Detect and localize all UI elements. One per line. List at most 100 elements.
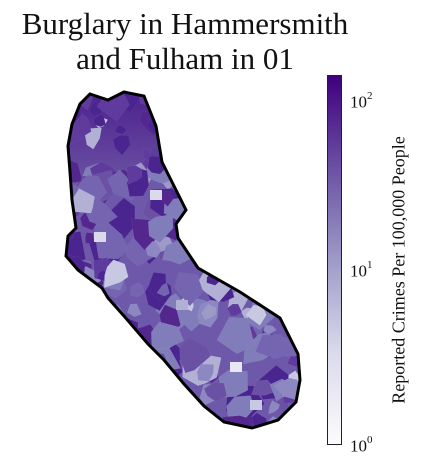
ward-patch	[79, 329, 97, 347]
ward-patch	[231, 187, 244, 197]
ward-patch	[233, 150, 255, 169]
ward-patch	[289, 317, 316, 339]
ward-patch	[273, 121, 307, 151]
ward-patch	[147, 105, 176, 134]
ward-patch	[220, 416, 254, 445]
ward-patch	[73, 287, 105, 315]
ward-patch	[170, 123, 204, 158]
ward-patch	[105, 397, 137, 425]
ward-patch	[288, 207, 302, 225]
ward-patch	[241, 265, 272, 294]
ward-patch	[275, 144, 296, 163]
ward-patch	[287, 162, 305, 179]
ward-patch	[234, 77, 260, 109]
ward-patch	[173, 137, 205, 168]
ward-patch	[161, 134, 178, 151]
ward-patch	[281, 124, 314, 154]
ward-patch	[261, 243, 299, 274]
ward-patch	[65, 316, 97, 352]
ward-patch	[38, 182, 74, 213]
ward-patch	[153, 396, 180, 420]
ward-patch	[92, 310, 119, 337]
ward-patch	[119, 351, 151, 379]
ward-patch	[184, 398, 195, 412]
ward-patch	[275, 86, 308, 117]
ward-patch	[224, 104, 239, 122]
ward-patch	[289, 84, 325, 110]
ward-patch	[55, 339, 81, 369]
ward-patch	[107, 316, 139, 353]
ward-patch	[99, 384, 120, 400]
ward-patches	[38, 75, 326, 444]
ward-patch	[65, 395, 82, 409]
ward-patch	[204, 221, 222, 242]
ward-patch	[245, 252, 259, 267]
ward-patch	[263, 226, 277, 239]
ward-patch	[186, 116, 219, 143]
ward-patch	[72, 359, 102, 385]
ward-patch	[166, 139, 179, 157]
colorbar-tick-1: 100	[350, 436, 373, 457]
colorbar	[327, 75, 342, 445]
ward-patch	[266, 265, 281, 276]
ward-patch	[103, 410, 124, 427]
ward-patch	[209, 212, 229, 229]
ward-patch	[295, 204, 315, 223]
ward-patch	[64, 303, 96, 331]
ward-patch	[169, 110, 203, 147]
ward-patch	[291, 184, 322, 209]
ward-patch	[187, 210, 208, 233]
ward-patch	[176, 300, 188, 310]
ward-patch	[186, 108, 215, 142]
ward-patch	[292, 152, 313, 174]
ward-patch	[202, 148, 225, 178]
ward-patch	[98, 394, 126, 427]
ward-patch	[228, 107, 243, 122]
ward-patch	[77, 389, 91, 402]
ward-patch	[196, 96, 209, 109]
ward-patch	[149, 96, 170, 113]
ward-patch	[187, 143, 216, 169]
ward-patch	[150, 190, 162, 200]
ward-patch	[247, 84, 258, 98]
ward-patch	[146, 402, 175, 439]
ward-patch	[221, 246, 239, 266]
ward-patch	[73, 325, 106, 347]
ward-patch	[233, 172, 257, 197]
ward-patch	[67, 403, 101, 434]
ward-patch	[175, 103, 193, 121]
colorbar-gradient	[328, 76, 341, 444]
ward-patch	[167, 122, 181, 140]
ward-patch	[90, 371, 115, 392]
ward-patch	[214, 138, 229, 152]
ward-patch	[185, 187, 202, 210]
ward-patch	[84, 302, 109, 338]
ward-patch	[243, 130, 265, 151]
ward-patch	[250, 400, 262, 410]
ward-patch	[208, 211, 237, 235]
ward-patch	[278, 199, 301, 219]
colorbar-tick-10: 101	[350, 261, 373, 282]
ward-patch	[66, 281, 100, 308]
ward-patch	[103, 372, 137, 407]
ward-patch	[209, 251, 223, 264]
ward-patch	[177, 91, 206, 118]
ward-patch	[88, 357, 99, 371]
ward-patch	[244, 95, 266, 120]
ward-patch	[156, 380, 179, 409]
ward-patch	[265, 199, 283, 220]
ward-patch	[192, 414, 206, 432]
ward-patch	[49, 315, 78, 341]
ward-patch	[169, 137, 205, 165]
colorbar-label: Reported Crimes Per 100,000 People	[389, 136, 410, 403]
ward-patch	[204, 230, 225, 244]
ward-patch	[83, 376, 111, 406]
ward-patch	[230, 362, 242, 372]
ward-patch	[111, 344, 143, 379]
ward-patch	[284, 298, 300, 316]
ward-patch	[153, 361, 165, 372]
ward-patch	[206, 132, 226, 154]
ward-patch	[239, 249, 254, 262]
colorbar-tick-100: 102	[350, 92, 373, 113]
ward-patch	[273, 167, 307, 191]
